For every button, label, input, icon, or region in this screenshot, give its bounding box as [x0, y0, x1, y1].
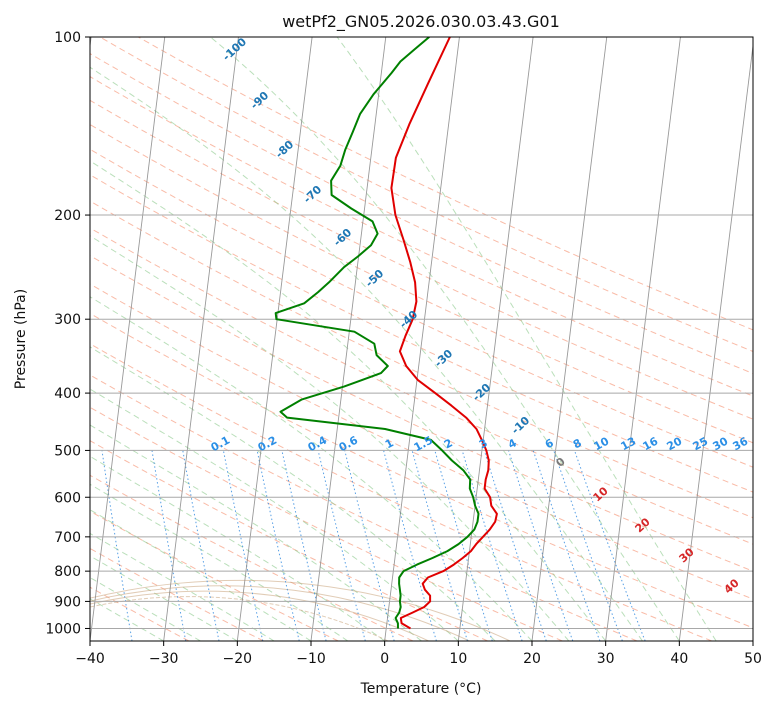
- dry-adiabat-line: [90, 406, 563, 641]
- moist-adiabat-line: [90, 532, 275, 641]
- mixing-ratio-line: [461, 450, 523, 641]
- moist-adiabat-line: [90, 160, 607, 641]
- isotherm-line: [163, 37, 239, 641]
- axis-ticks: −40 −30 −20 −10 0 10 20 30 40 50 100 200 300 400 500 60…: [45, 30, 762, 667]
- background-lines: [90, 37, 753, 641]
- dry-adiabat-line: [90, 200, 753, 519]
- moist-adiabat-line: [90, 346, 496, 641]
- mixing-ratio-line: [256, 450, 300, 641]
- isotherm-line: [310, 37, 387, 641]
- y-tick-label: 200: [54, 208, 81, 224]
- reference-arc-line: [90, 585, 471, 641]
- isotherm-line: [678, 42, 753, 641]
- dry-adiabat-line: [90, 148, 753, 468]
- dry-adiabat-line: [90, 53, 753, 375]
- mixing-ratio-line: [411, 450, 468, 641]
- x-tick-label: 20: [523, 651, 541, 667]
- mixing-ratio-label: 25: [691, 435, 711, 454]
- moist-adiabat-line: [90, 455, 385, 641]
- isotherm-line: [531, 37, 608, 641]
- profile-traces: [274, 37, 498, 630]
- y-tick-label: 400: [54, 386, 81, 402]
- mixing-ratio-label: 30: [711, 434, 731, 453]
- dry-adiabat-line: [90, 283, 753, 600]
- dry-adiabat-line: [90, 255, 753, 572]
- moist-adiabat-line: [90, 388, 459, 641]
- mixing-ratio-label: 13: [619, 435, 639, 454]
- moist-adiabat-line: [210, 37, 680, 641]
- mixing-ratio-line: [508, 450, 574, 641]
- y-tick-label: 100: [54, 30, 81, 46]
- x-tick-label: −40: [75, 651, 105, 667]
- isotherm-line: [236, 37, 313, 641]
- reference-arc-line: [90, 590, 430, 641]
- mixing-ratio-line: [553, 450, 623, 641]
- y-tick-label: 300: [54, 312, 81, 328]
- dry-adiabat-line: [99, 37, 753, 353]
- isotherm-line: [457, 37, 534, 641]
- mixing-ratio-line: [222, 450, 264, 641]
- mixing-ratio-line: [383, 450, 437, 641]
- mixing-ratio-label: 16: [641, 434, 661, 453]
- mixing-ratio-line: [483, 450, 547, 641]
- y-axis-label: Pressure (hPa): [13, 289, 29, 389]
- mixing-ratio-line: [317, 450, 366, 641]
- dry-adiabat-line: [90, 123, 753, 444]
- plot-background: [90, 37, 753, 641]
- chart-title: wetPf2_GN05.2026.030.03.43.G01: [282, 12, 560, 32]
- mixing-ratio-line: [434, 450, 493, 641]
- y-tick-label: 500: [54, 443, 81, 459]
- mixing-ratio-line: [281, 450, 327, 641]
- mixing-ratio-line: [574, 450, 646, 641]
- isotherm-line: [752, 637, 753, 641]
- isotherm-line: [384, 37, 460, 641]
- y-tick-label: 900: [54, 594, 81, 610]
- dry-adiabat-line: [90, 312, 753, 629]
- moist-adiabat-line: [90, 296, 533, 641]
- x-axis-label: Temperature (°C): [360, 681, 482, 697]
- isotherm-line: [90, 37, 166, 641]
- y-tick-label: 700: [54, 530, 81, 546]
- moist-adiabat-line: [90, 66, 643, 641]
- x-tick-label: 50: [744, 651, 762, 667]
- y-tick-label: 1000: [45, 621, 81, 637]
- x-tick-label: 0: [380, 651, 389, 667]
- x-tick-label: −20: [223, 651, 253, 667]
- x-tick-label: 40: [670, 651, 688, 667]
- mixing-ratio-label: 10: [592, 434, 612, 453]
- x-tick-label: 30: [597, 651, 615, 667]
- dry-adiabat-line: [90, 440, 488, 641]
- moist-adiabat-line: [90, 576, 201, 641]
- dry-adiabat-line: [90, 227, 753, 545]
- moist-adiabat-line: [336, 37, 717, 641]
- y-tick-label: 600: [54, 490, 81, 506]
- y-tick-label: 800: [54, 564, 81, 580]
- mixing-ratio-label: 36: [731, 434, 751, 453]
- dry-adiabat-line: [90, 547, 264, 641]
- x-tick-label: −30: [149, 651, 179, 667]
- dry-adiabat-line: [90, 374, 638, 641]
- dewpoint-profile-line: [274, 37, 480, 629]
- x-tick-label: −10: [296, 651, 326, 667]
- mixing-ratio-line: [532, 450, 601, 641]
- temperature-profile-line: [390, 37, 498, 630]
- dry-adiabat-line: [90, 510, 339, 641]
- moist-adiabat-line: [90, 555, 238, 641]
- moist-adiabat-line: [90, 235, 570, 641]
- x-tick-label: 10: [449, 651, 467, 667]
- plot-frame: [89, 36, 754, 642]
- isotherm-line: [605, 37, 681, 641]
- mixing-ratio-label: 20: [665, 434, 685, 453]
- reference-arc-line: [90, 579, 512, 641]
- dry-adiabat-line: [90, 343, 712, 641]
